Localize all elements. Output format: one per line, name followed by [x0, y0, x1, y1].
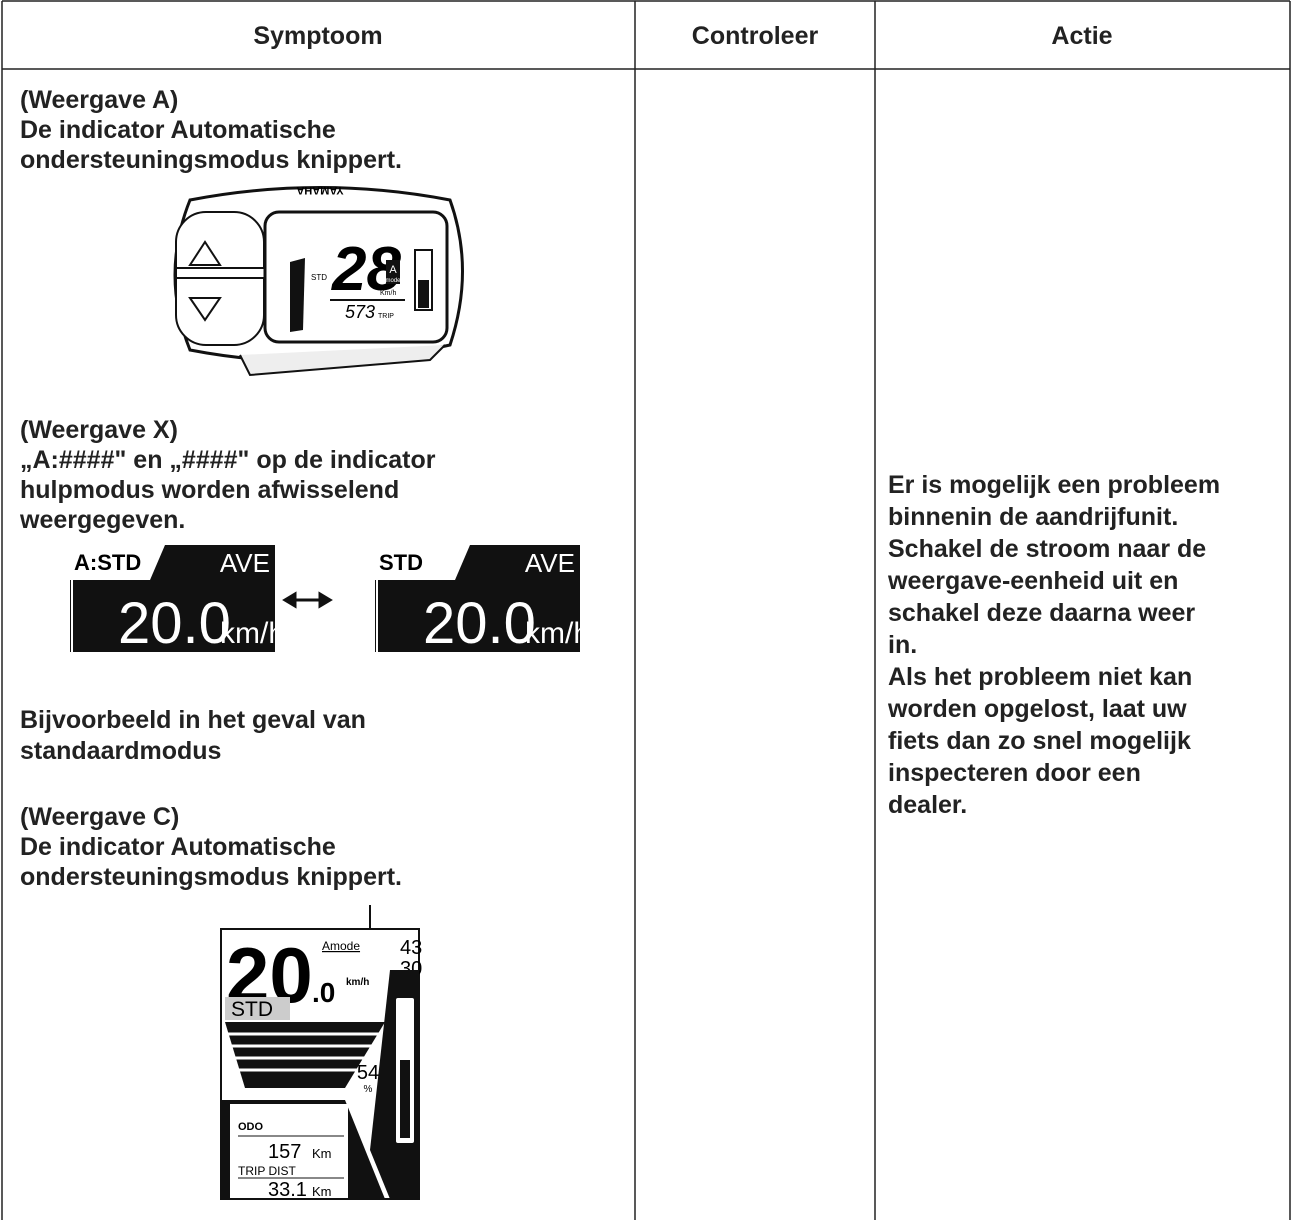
text-line: schakel deze daarna weer: [888, 599, 1195, 627]
text-line: „A:####" en „####" op de indicator: [20, 446, 436, 474]
text-line: inspecteren door een: [888, 759, 1141, 787]
speed: 20.0: [423, 591, 536, 656]
text-line: Als het probleem niet kan: [888, 663, 1192, 691]
text-line: Bijvoorbeeld in het geval van: [20, 706, 366, 734]
battery-unit: %: [364, 1084, 373, 1095]
assist: Amode: [322, 939, 360, 953]
text-line: De indicator Automatische: [20, 116, 336, 144]
mode-label: STD: [311, 273, 327, 282]
assist: A: [389, 264, 397, 276]
odo-label: ODO: [238, 1121, 264, 1133]
column-header: Actie: [1051, 22, 1112, 50]
display-label: (Weergave A): [20, 86, 178, 114]
trip-label: TRIP: [378, 313, 394, 320]
unit: km/h: [220, 617, 285, 650]
text-line: fiets dan zo snel mogelijk: [888, 727, 1191, 755]
battery: 54: [357, 1062, 379, 1084]
text-line: hulpmodus worden afwisselend: [20, 476, 399, 504]
mode-label: A:STD: [74, 550, 141, 575]
text-line: dealer.: [888, 791, 967, 819]
unit-a-illustration: YAMAHA STD 28 A mode Km/h 573 TRIP: [173, 184, 464, 377]
display-label: (Weergave C): [20, 803, 179, 831]
speed-decimal: .0: [312, 977, 335, 1008]
mode-label: STD: [379, 550, 423, 575]
text-line: standaardmodus: [20, 737, 221, 765]
display-c-illustration: 20 .0 Amode km/h 43 30 STD 54 % ODO 157 …: [220, 928, 422, 1201]
text-line: weergave-eenheid uit en: [887, 567, 1178, 595]
trip-unit: Km: [312, 1184, 332, 1199]
text-line: De indicator Automatische: [20, 833, 336, 861]
arrow: [282, 591, 333, 609]
trip: 573: [345, 302, 375, 322]
speed: 20.0: [118, 591, 231, 656]
stat-label: AVE: [220, 548, 270, 578]
mode: STD: [231, 998, 273, 1021]
trip-label: TRIP DIST: [238, 1164, 296, 1178]
column-header: Controleer: [692, 22, 819, 50]
odo: 157: [268, 1141, 301, 1163]
brand: YAMAHA: [296, 184, 343, 196]
text-line: binnenin de aandrijfunit.: [888, 503, 1178, 531]
text-line: ondersteuningsmodus knippert.: [20, 146, 402, 174]
unit: km/h: [525, 617, 590, 650]
text-line: worden opgelost, laat uw: [887, 695, 1187, 723]
unit: km/h: [346, 977, 369, 988]
text-line: Schakel de stroom naar de: [888, 535, 1206, 563]
assist-sub: mode: [385, 278, 401, 284]
text-line: weergegeven.: [19, 506, 185, 534]
odo-unit: Km: [312, 1146, 332, 1161]
display-label: (Weergave X): [20, 416, 178, 444]
text-line: ondersteuningsmodus knippert.: [20, 863, 402, 891]
trip: 33.1: [268, 1179, 307, 1201]
range-top: 43: [400, 937, 422, 959]
unit: Km/h: [380, 290, 396, 297]
column-header: Symptoom: [253, 22, 382, 50]
text-line: in.: [888, 631, 917, 659]
text-line: Er is mogelijk een probleem: [888, 471, 1220, 499]
stat-label: AVE: [525, 548, 575, 578]
